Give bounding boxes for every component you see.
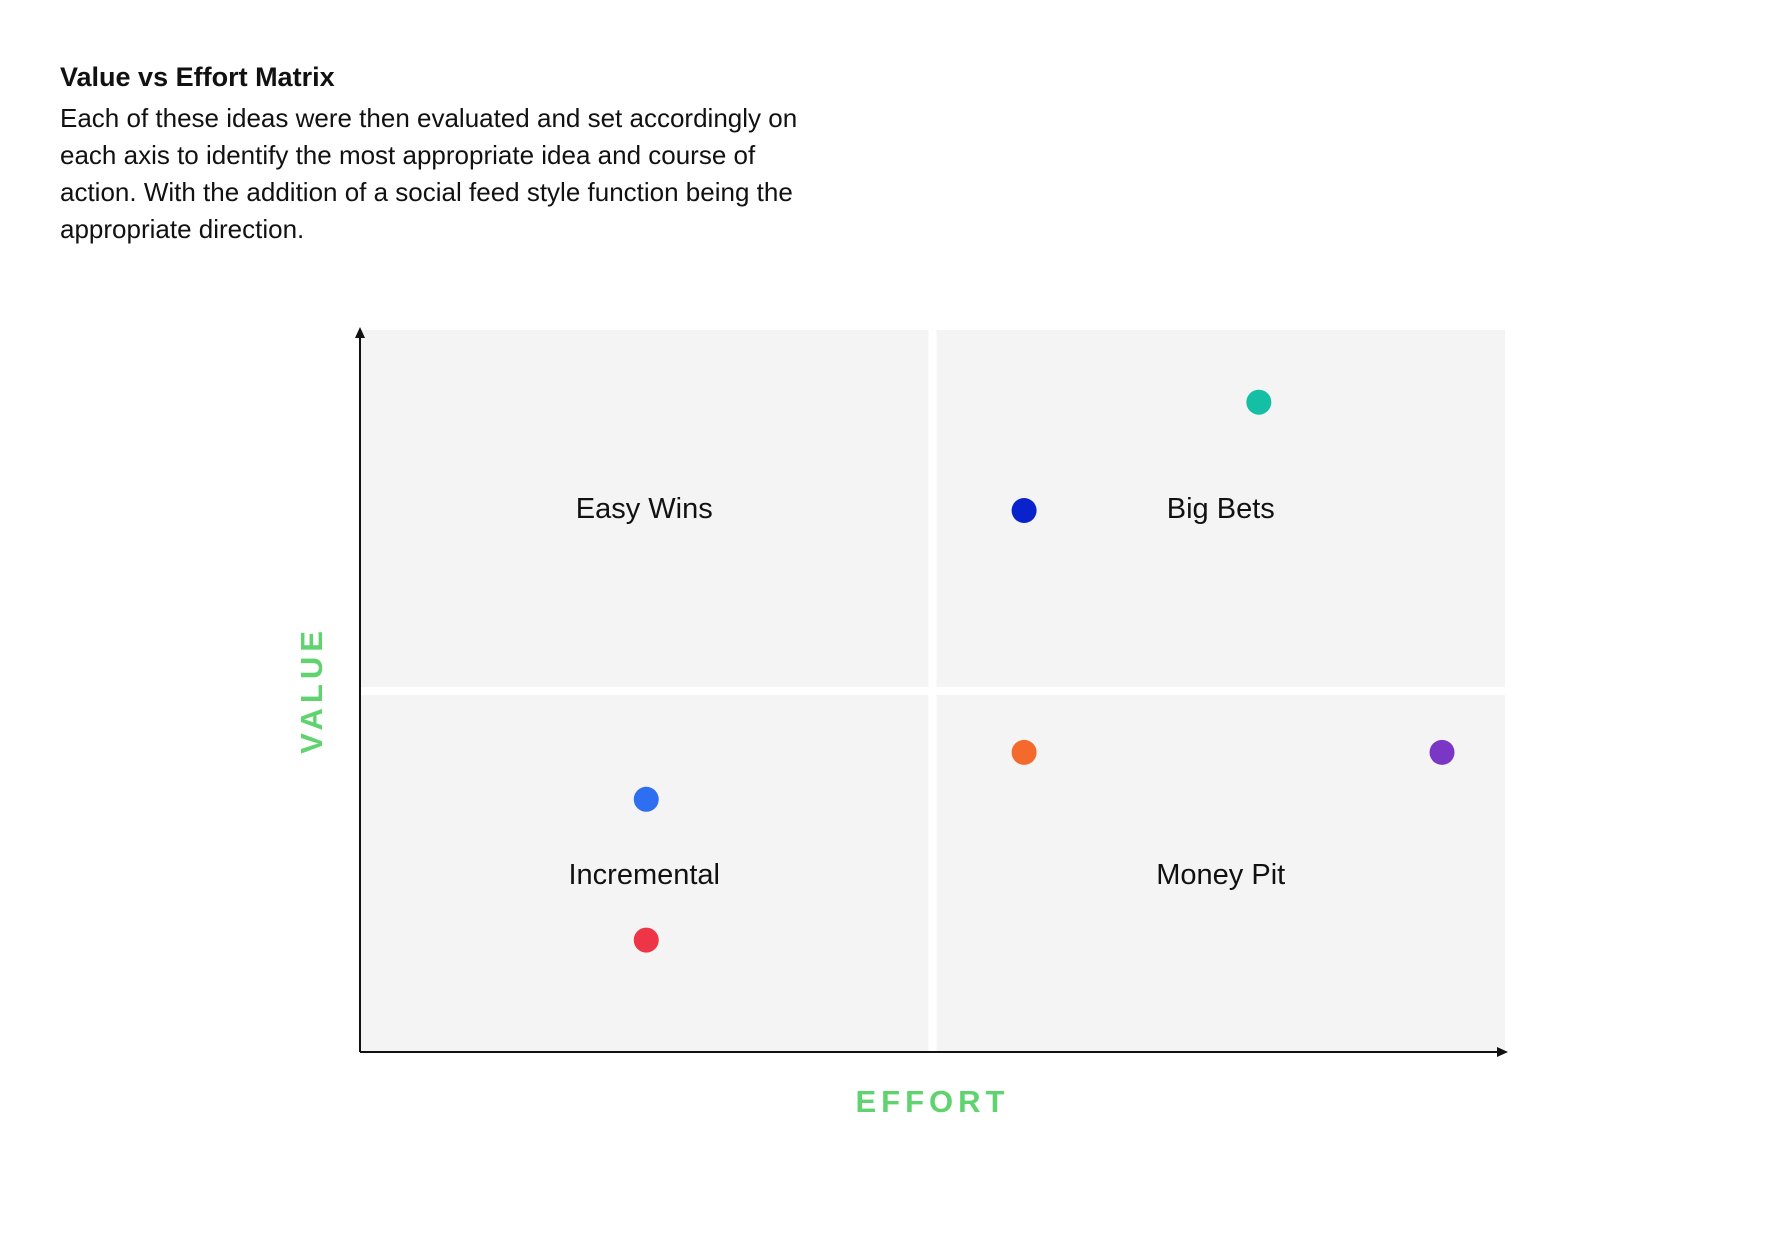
data-point-3: [1011, 739, 1037, 765]
quadrant-easy-wins: [360, 330, 929, 687]
x-axis-arrow-icon: [1497, 1047, 1508, 1057]
axes: EFFORT VALUE: [294, 327, 1508, 1119]
y-axis-arrow-icon: [355, 327, 365, 338]
quadrants: Easy Wins Big Bets Incremental Money Pit: [360, 330, 1505, 1052]
x-axis-title: EFFORT: [856, 1084, 1010, 1119]
header: Value vs Effort Matrix Each of these ide…: [60, 60, 820, 248]
quadrant-label-big-bets: Big Bets: [1167, 493, 1275, 525]
quadrant-label-easy-wins: Easy Wins: [576, 493, 713, 525]
data-point-1: [1246, 389, 1272, 415]
data-point-4: [1429, 739, 1455, 765]
data-points: [633, 389, 1455, 953]
page-description: Each of these ideas were then evaluated …: [60, 103, 798, 244]
data-point-5: [633, 786, 659, 812]
quadrant-label-money-pit: Money Pit: [1156, 859, 1285, 891]
data-point-6: [633, 927, 659, 953]
quadrant-label-incremental: Incremental: [568, 859, 720, 891]
quadrant-incremental: [360, 695, 929, 1052]
y-axis-title: VALUE: [294, 626, 329, 754]
page-title: Value vs Effort Matrix: [60, 62, 335, 92]
data-point-2: [1011, 498, 1037, 523]
